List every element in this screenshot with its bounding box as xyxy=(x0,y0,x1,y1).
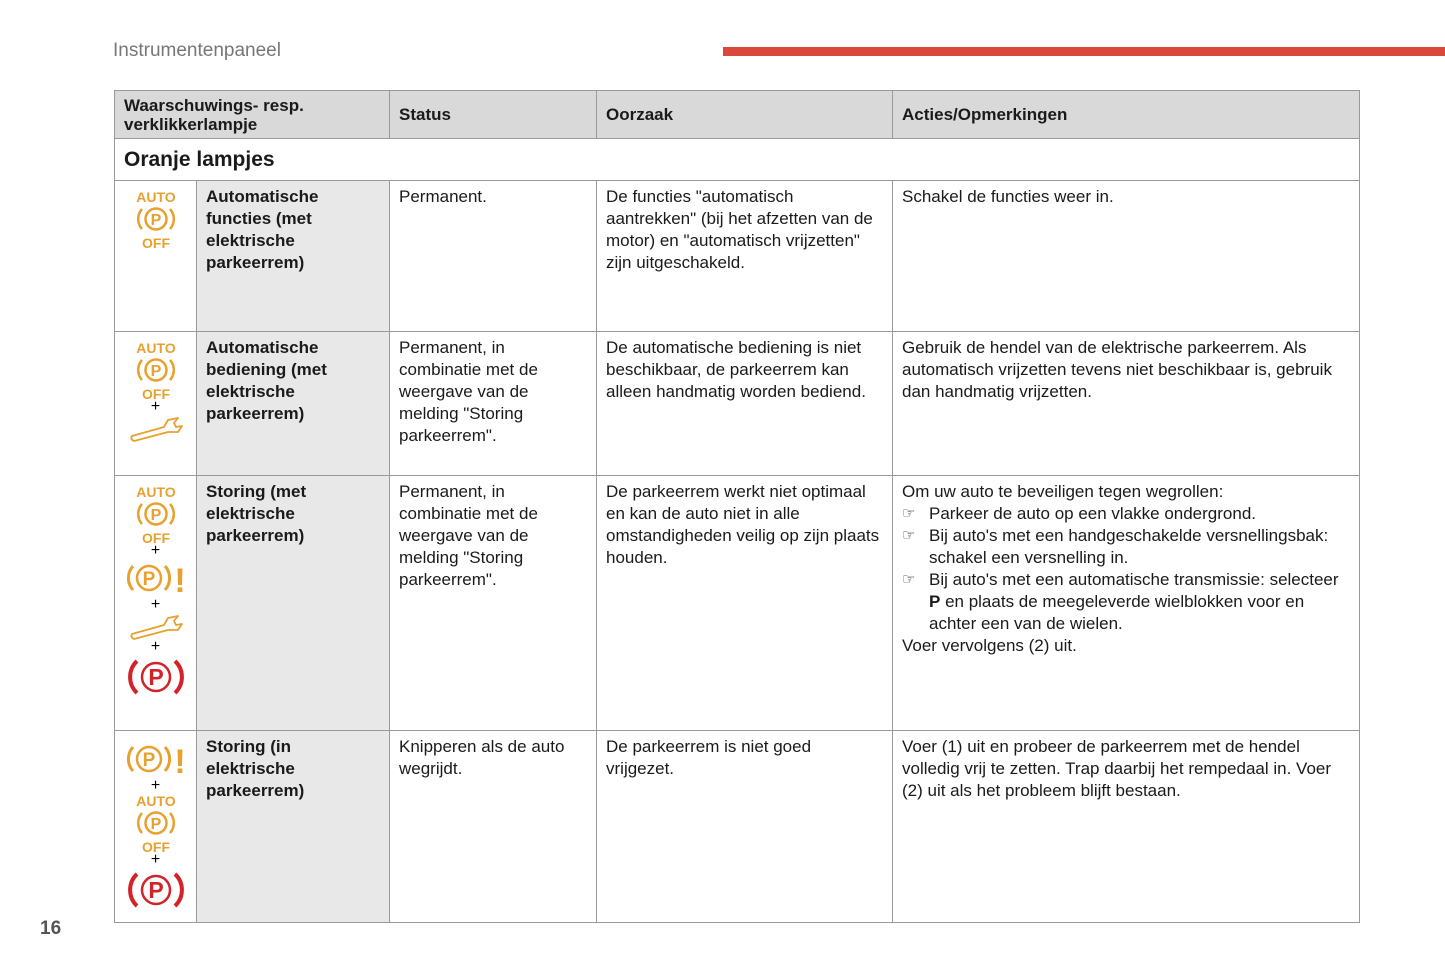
wrench-icon xyxy=(115,414,196,442)
cause-cell: De parkeerrem werkt niet optimaal en kan… xyxy=(596,475,893,731)
svg-text:AUTO: AUTO xyxy=(136,189,176,205)
list-item: ☞ Bij auto's met een automatische transmi… xyxy=(902,570,1339,633)
cause-cell: De automatische bediening is niet beschi… xyxy=(596,331,893,476)
actions-intro: Om uw auto te beveiligen tegen wegrollen… xyxy=(902,482,1224,501)
plus-sign: + xyxy=(150,596,161,613)
plus-sign: + xyxy=(150,777,161,794)
lamp-icons: P! + AUTO P OFF + P xyxy=(114,730,197,923)
lamp-name: Storing (in elektrische parkeerrem) xyxy=(196,730,390,923)
actions-intro: Schakel de functies weer in. xyxy=(902,187,1114,206)
red-p-icon: P xyxy=(115,867,196,913)
actions-cell: Schakel de functies weer in. xyxy=(892,180,1360,332)
section-heading: Oranje lampjes xyxy=(114,138,1360,181)
warning-lights-table: Waarschuwings- resp. verklikkerlampje St… xyxy=(114,90,1360,923)
list-item: ☞ Bij auto's met een handgeschakelde vers… xyxy=(902,526,1329,567)
action-list: ☞ Parkeer de auto op een vlakke ondergron… xyxy=(902,503,1350,635)
auto-p-off-icon: AUTO P OFF xyxy=(115,189,196,249)
cause-cell: De functies "automatisch aantrekken" (bi… xyxy=(596,180,893,332)
lamp-name: Automatische bediening (met elektrische … xyxy=(196,331,390,476)
actions-cell: Gebruik de hendel van de elektrische par… xyxy=(892,331,1360,476)
list-item: ☞ Parkeer de auto op een vlakke ondergron… xyxy=(902,504,1257,523)
table-row: AUTO P OFF + Automatische bediening (met el… xyxy=(114,331,1360,476)
pointing-hand-icon: ☞ xyxy=(902,571,916,588)
status-cell: Knipperen als de auto wegrijdt. xyxy=(389,730,597,923)
section-row: Oranje lampjes xyxy=(114,138,1360,181)
svg-text:AUTO: AUTO xyxy=(136,793,176,809)
col-header-status: Status xyxy=(389,90,597,139)
p-warning-icon: P! xyxy=(115,739,196,779)
svg-text:P: P xyxy=(142,569,155,590)
lamp-icons: AUTO P OFF + P! + + P xyxy=(114,475,197,731)
cause-cell: De parkeerrem is niet goed vrijgezet. xyxy=(596,730,893,923)
plus-sign: + xyxy=(150,398,161,415)
svg-text:P: P xyxy=(150,212,161,229)
table-header: Waarschuwings- resp. verklikkerlampje St… xyxy=(114,90,1360,139)
status-cell: Permanent, in combinatie met de weergave… xyxy=(389,475,597,731)
actions-cell: Om uw auto te beveiligen tegen wegrollen… xyxy=(892,475,1360,731)
svg-text:!: ! xyxy=(174,743,185,779)
svg-text:P: P xyxy=(142,750,155,771)
p-warning-icon: P! xyxy=(115,558,196,598)
auto-p-off-icon: AUTO P OFF xyxy=(115,484,196,544)
svg-text:P: P xyxy=(148,664,163,690)
svg-text:!: ! xyxy=(174,562,185,598)
table-row: AUTO P OFF Automatische functies (met elek… xyxy=(114,180,1360,332)
status-cell: Permanent. xyxy=(389,180,597,332)
actions-cell: Voer (1) uit en probeer de parkeerrem me… xyxy=(892,730,1360,923)
table-row: P! + AUTO P OFF + P Storing (in elektrische pa… xyxy=(114,730,1360,923)
accent-bar xyxy=(723,47,1445,56)
svg-text:P: P xyxy=(148,877,163,903)
auto-p-off-icon: AUTO P OFF xyxy=(115,793,196,853)
svg-text:AUTO: AUTO xyxy=(136,340,176,356)
col-header-actions: Acties/Opmerkingen xyxy=(892,90,1360,139)
plus-sign: + xyxy=(150,638,161,655)
svg-text:P: P xyxy=(150,816,161,833)
page-number: 16 xyxy=(40,918,62,939)
col-header-lamp: Waarschuwings- resp. verklikkerlampje xyxy=(114,90,390,139)
actions-intro: Gebruik de hendel van de elektrische par… xyxy=(902,338,1332,401)
svg-text:OFF: OFF xyxy=(142,839,170,853)
lamp-name: Automatische functies (met elektrische p… xyxy=(196,180,390,332)
svg-text:OFF: OFF xyxy=(142,235,170,249)
wrench-icon xyxy=(115,612,196,640)
plus-sign: + xyxy=(150,542,161,559)
svg-text:OFF: OFF xyxy=(142,386,170,400)
plus-sign: + xyxy=(150,851,161,868)
svg-text:P: P xyxy=(150,507,161,524)
pointing-hand-icon: ☞ xyxy=(902,527,916,544)
col-header-cause: Oorzaak xyxy=(596,90,893,139)
status-cell: Permanent, in combinatie met de weergave… xyxy=(389,331,597,476)
actions-intro: Voer (1) uit en probeer de parkeerrem me… xyxy=(902,737,1332,800)
section-title: Instrumentenpaneel xyxy=(113,40,281,61)
auto-p-off-icon: AUTO P OFF xyxy=(115,340,196,400)
pointing-hand-icon: ☞ xyxy=(902,505,916,522)
red-p-icon: P xyxy=(115,654,196,700)
actions-outro: Voer vervolgens (2) uit. xyxy=(902,636,1077,655)
svg-text:OFF: OFF xyxy=(142,530,170,544)
lamp-icons: AUTO P OFF + xyxy=(114,331,197,476)
svg-text:AUTO: AUTO xyxy=(136,484,176,500)
table-row: AUTO P OFF + P! + + P Storing (met elektrische … xyxy=(114,475,1360,731)
svg-text:P: P xyxy=(150,363,161,380)
lamp-name: Storing (met elektrische parkeerrem) xyxy=(196,475,390,731)
lamp-icons: AUTO P OFF xyxy=(114,180,197,332)
